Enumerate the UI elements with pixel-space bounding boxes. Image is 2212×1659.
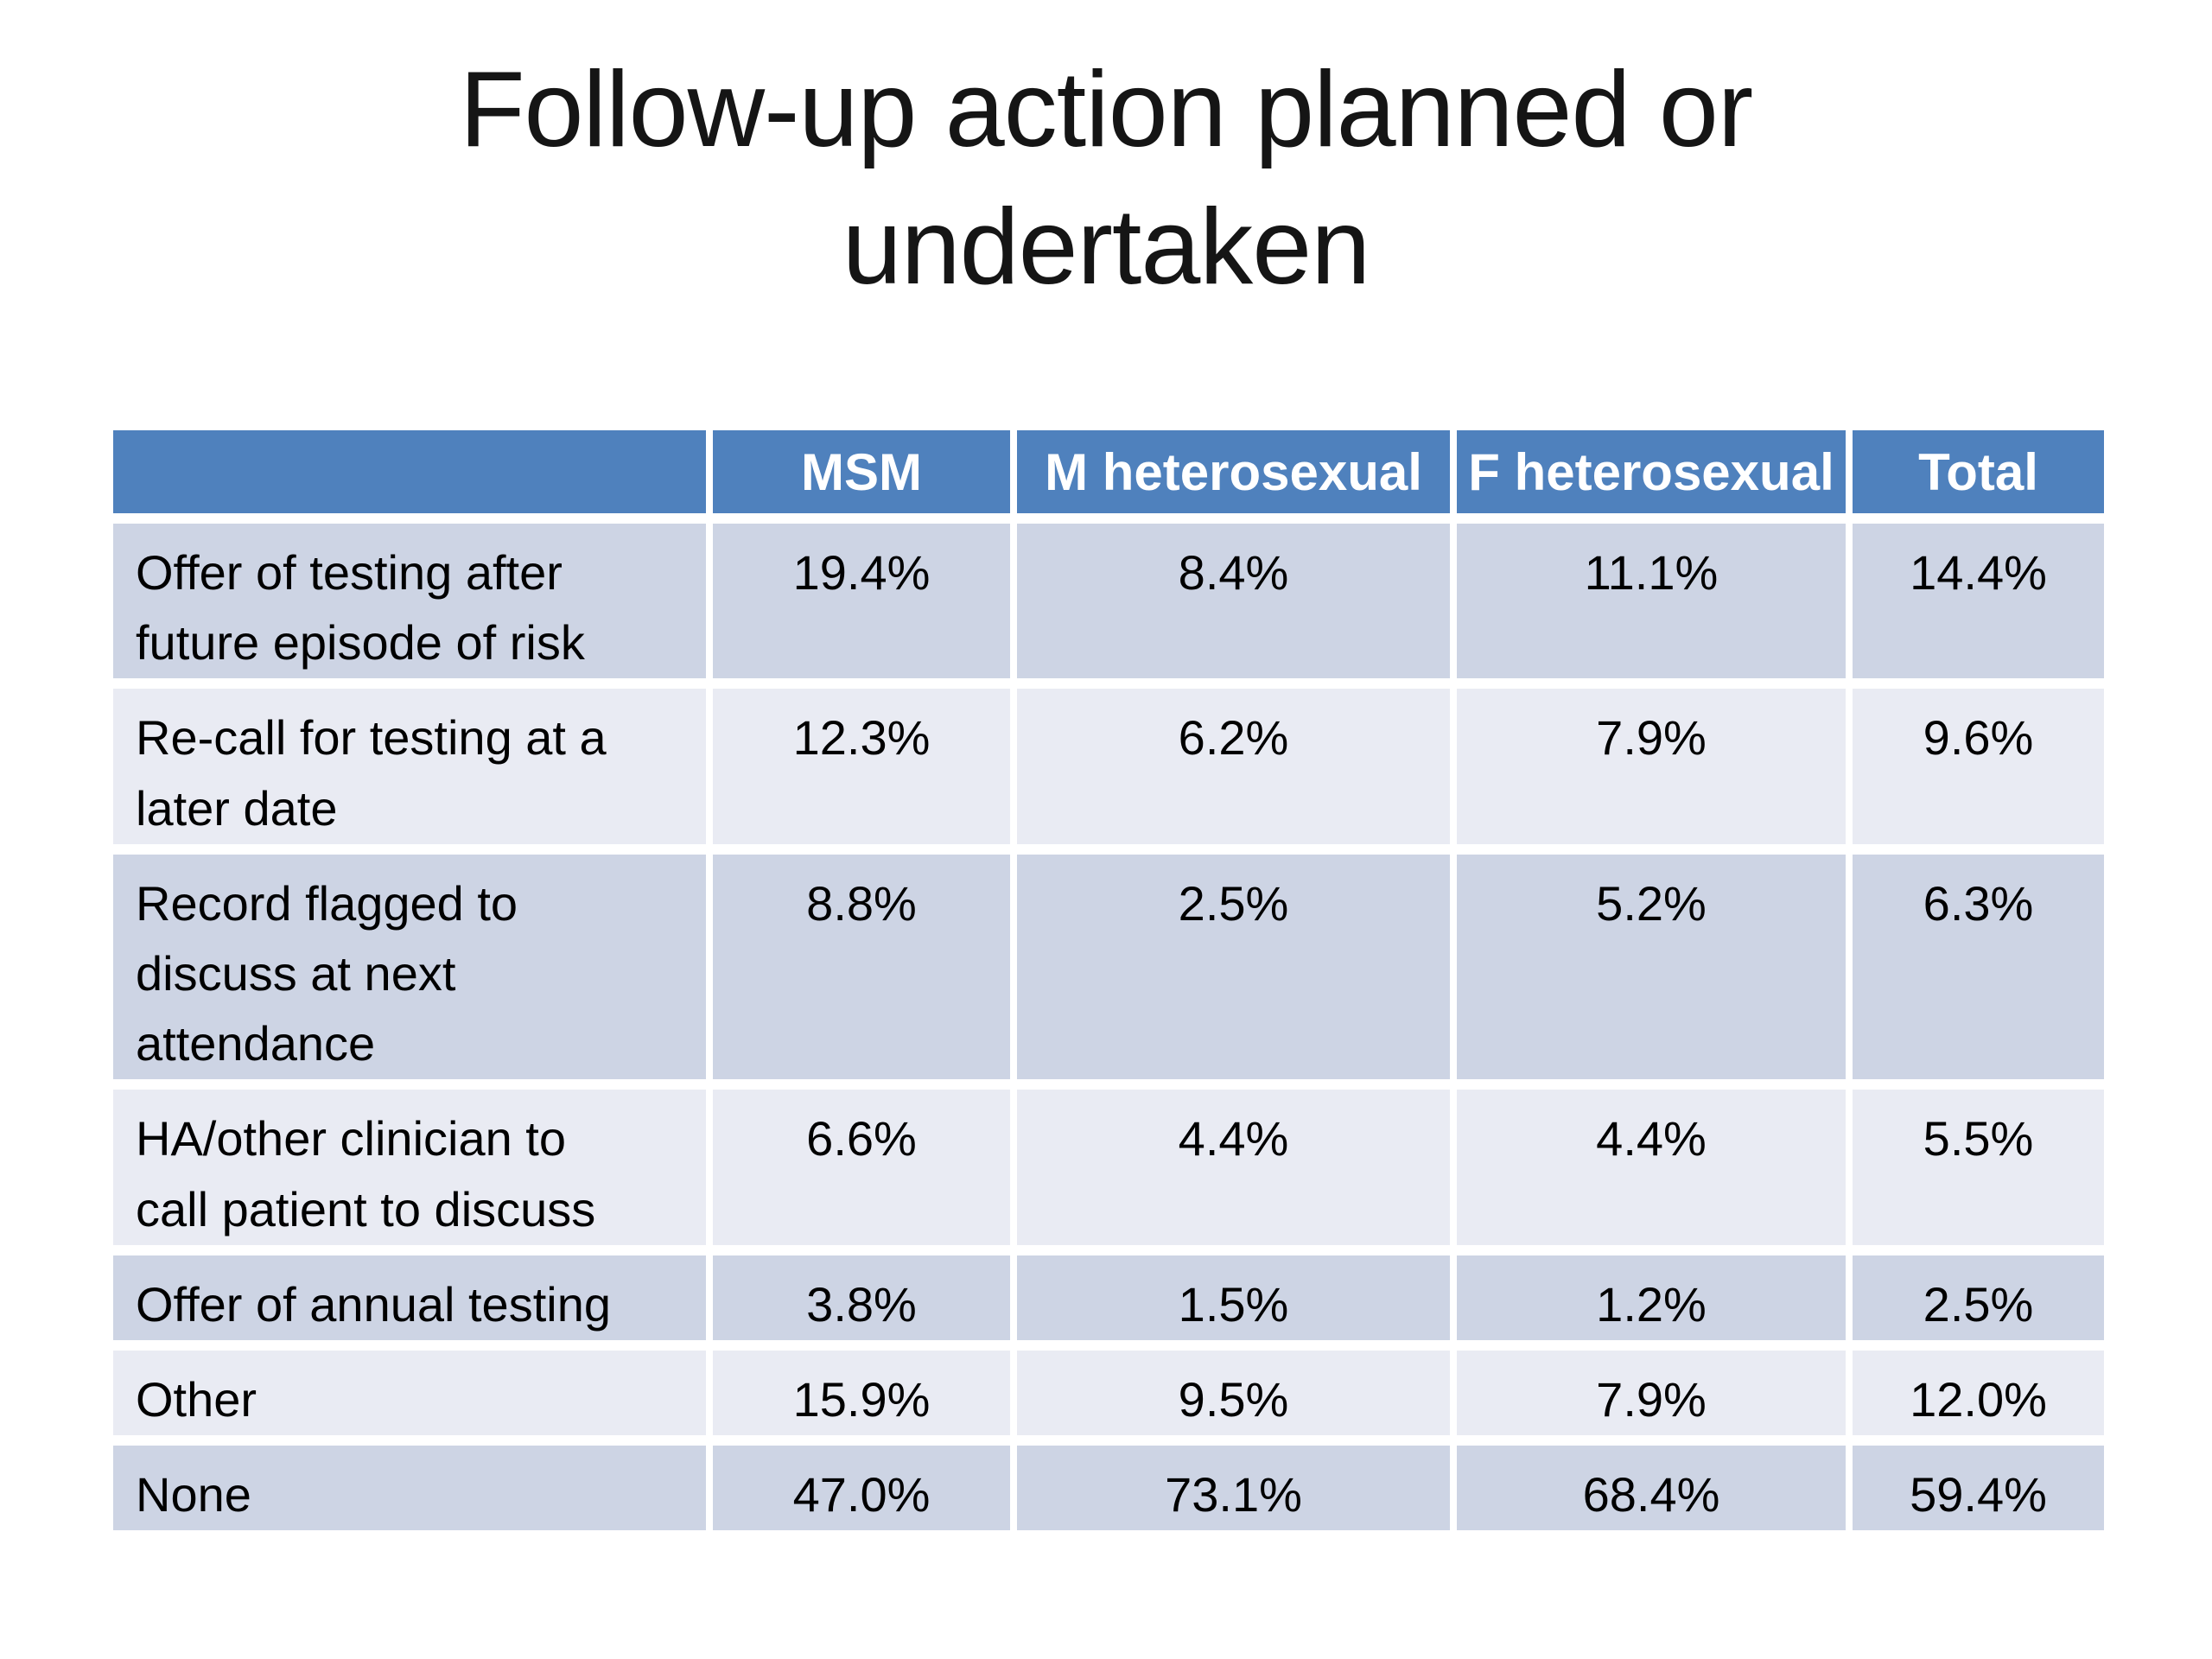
value-cell: 7.9%: [1453, 683, 1849, 849]
value-cell: 5.2%: [1453, 849, 1849, 1085]
table-row: None 47.0% 73.1% 68.4% 59.4%: [110, 1440, 2107, 1536]
value-cell: 7.9%: [1453, 1344, 1849, 1441]
value-cell: 68.4%: [1453, 1440, 1849, 1536]
value-cell: 9.5%: [1014, 1344, 1453, 1441]
row-label: Record flagged to discuss at next attend…: [110, 849, 709, 1085]
value-cell: 3.8%: [709, 1249, 1014, 1345]
slide-title-line-2: undertaken: [842, 187, 1370, 307]
value-cell: 1.5%: [1014, 1249, 1453, 1345]
row-label: Offer of testing after future episode of…: [110, 518, 709, 684]
value-cell: 9.6%: [1849, 683, 2107, 849]
column-header: M heterosexual: [1014, 425, 1453, 518]
column-header: MSM: [709, 425, 1014, 518]
value-cell: 59.4%: [1849, 1440, 2107, 1536]
slide-title-line-1: Follow-up action planned or: [459, 50, 1753, 169]
value-cell: 4.4%: [1453, 1084, 1849, 1250]
value-cell: 6.2%: [1014, 683, 1453, 849]
row-label: Re-call for testing at a later date: [110, 683, 709, 849]
row-label: Offer of annual testing: [110, 1249, 709, 1345]
value-cell: 12.3%: [709, 683, 1014, 849]
followup-actions-table: MSM M heterosexual F heterosexual Total Off…: [110, 425, 2107, 1536]
table-header: MSM M heterosexual F heterosexual Total: [110, 425, 2107, 518]
table-header-row: MSM M heterosexual F heterosexual Total: [110, 425, 2107, 518]
value-cell: 6.6%: [709, 1084, 1014, 1250]
value-cell: 19.4%: [709, 518, 1014, 684]
value-cell: 6.3%: [1849, 849, 2107, 1085]
value-cell: 11.1%: [1453, 518, 1849, 684]
value-cell: 15.9%: [709, 1344, 1014, 1441]
value-cell: 8.8%: [709, 849, 1014, 1085]
value-cell: 2.5%: [1849, 1249, 2107, 1345]
row-label: Other: [110, 1344, 709, 1441]
table-row: Re-call for testing at a later date 12.3%…: [110, 683, 2107, 849]
column-header: F heterosexual: [1453, 425, 1849, 518]
row-label: HA/other clinician to call patient to di…: [110, 1084, 709, 1250]
value-cell: 12.0%: [1849, 1344, 2107, 1441]
table-row: Other 15.9% 9.5% 7.9% 12.0%: [110, 1344, 2107, 1441]
value-cell: 4.4%: [1014, 1084, 1453, 1250]
value-cell: 2.5%: [1014, 849, 1453, 1085]
value-cell: 47.0%: [709, 1440, 1014, 1536]
table-row: HA/other clinician to call patient to di…: [110, 1084, 2107, 1250]
value-cell: 73.1%: [1014, 1440, 1453, 1536]
slide-title: Follow-up action planned or undertaken: [0, 41, 2212, 315]
corner-header-cell: [110, 425, 709, 518]
table-body: Offer of testing after future episode of…: [110, 518, 2107, 1536]
table-row: Offer of annual testing 3.8% 1.5% 1.2% 2.5%: [110, 1249, 2107, 1345]
value-cell: 14.4%: [1849, 518, 2107, 684]
column-header: Total: [1849, 425, 2107, 518]
value-cell: 8.4%: [1014, 518, 1453, 684]
table-row: Record flagged to discuss at next attend…: [110, 849, 2107, 1085]
value-cell: 5.5%: [1849, 1084, 2107, 1250]
value-cell: 1.2%: [1453, 1249, 1849, 1345]
row-label: None: [110, 1440, 709, 1536]
table-row: Offer of testing after future episode of…: [110, 518, 2107, 684]
